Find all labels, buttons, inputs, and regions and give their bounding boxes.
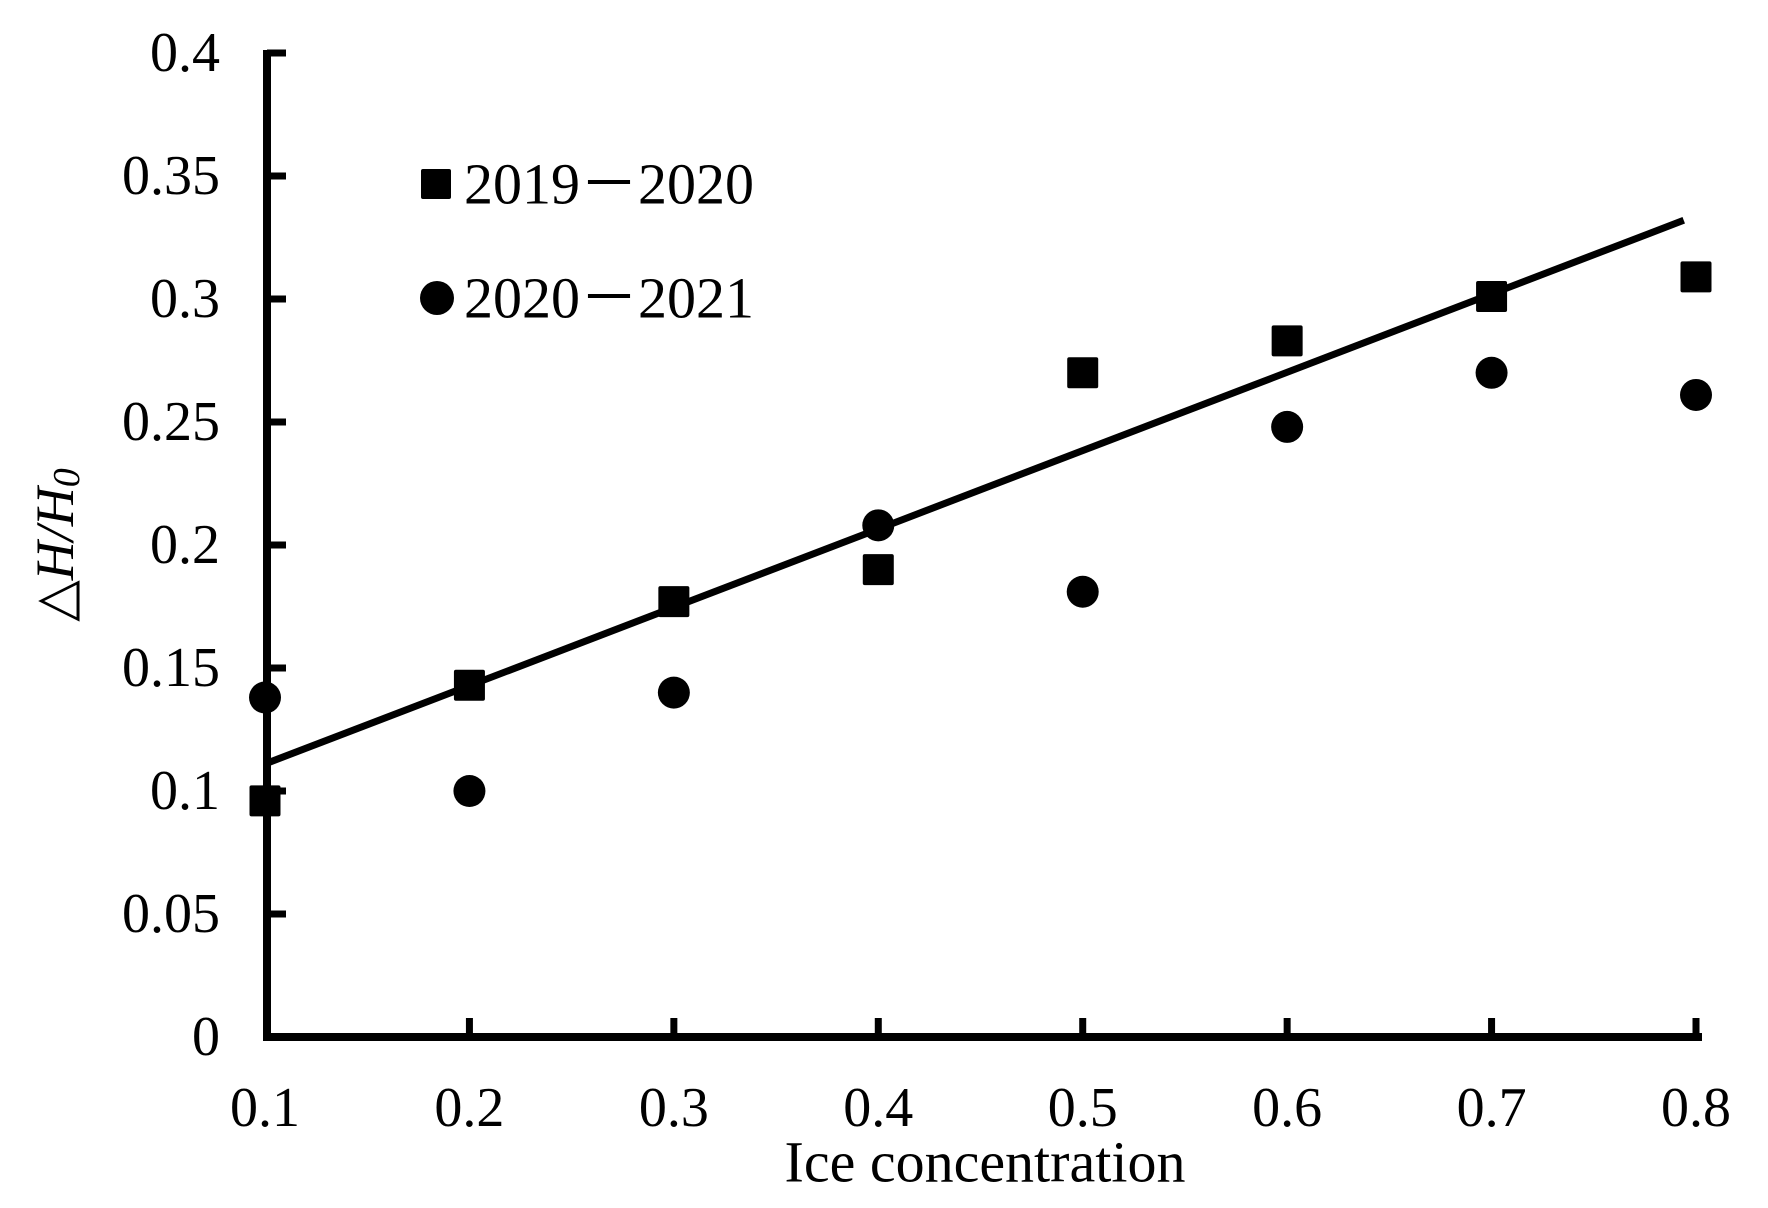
y-axis-title: △H/H0 (25, 468, 88, 622)
x-axis-title: Ice concentration (785, 1130, 1186, 1195)
data-point-circle (453, 775, 486, 807)
legend-marker-square (421, 169, 451, 199)
data-point-square (1271, 325, 1303, 357)
data-point-circle (862, 509, 895, 542)
x-tick-label: 0.7 (1457, 1077, 1527, 1139)
legend-label: 2020－2021 (464, 266, 754, 331)
y-tick-label: 0.4 (150, 22, 220, 84)
data-point-square (249, 785, 281, 817)
data-point-square (862, 554, 894, 586)
x-tick-label: 0.6 (1252, 1077, 1322, 1139)
x-tick-label: 0.4 (843, 1077, 913, 1139)
data-point-square (1067, 357, 1099, 389)
y-tick-label: 0 (192, 1006, 220, 1068)
x-tick-label: 0.5 (1048, 1077, 1118, 1139)
data-point-circle (1680, 378, 1712, 411)
legend-marker-circle (420, 281, 454, 315)
x-tick-label: 0.2 (434, 1077, 504, 1139)
data-point-square (1476, 281, 1508, 313)
data-points-group (249, 261, 1712, 817)
data-point-circle (249, 681, 281, 714)
trendline (263, 217, 1685, 768)
y-tick-label: 0.15 (122, 637, 220, 699)
data-point-circle (1475, 356, 1508, 389)
legend-group: 2019－2020 2020－2021 (420, 152, 754, 331)
trendline-group (263, 217, 1685, 768)
data-point-square (1680, 261, 1712, 293)
x-tick-label: 0.8 (1661, 1077, 1731, 1139)
ticks-group (267, 49, 1700, 1037)
y-tick-label: 0.3 (150, 268, 220, 330)
legend-label: 2019－2020 (464, 152, 754, 217)
y-tick-label: 0.25 (122, 391, 220, 453)
data-point-square (453, 669, 485, 701)
x-tick-label: 0.3 (639, 1077, 709, 1139)
data-point-circle (657, 676, 690, 709)
data-point-circle (1066, 575, 1099, 608)
axis-titles-group: Ice concentration △H/H0 (25, 468, 1185, 1194)
tick-labels-group: 0 0.05 0.1 0.15 0.2 0.25 0.3 0.35 0.4 0.1 0.2 0.3 0.… (122, 22, 1731, 1139)
y-tick-label: 0.2 (150, 514, 220, 576)
y-tick-label: 0.05 (122, 883, 220, 945)
data-point-square (658, 586, 690, 618)
y-tick-label: 0.35 (122, 145, 220, 207)
x-tick-label: 0.1 (230, 1077, 300, 1139)
data-point-circle (1271, 410, 1304, 443)
y-tick-label: 0.1 (150, 760, 220, 822)
